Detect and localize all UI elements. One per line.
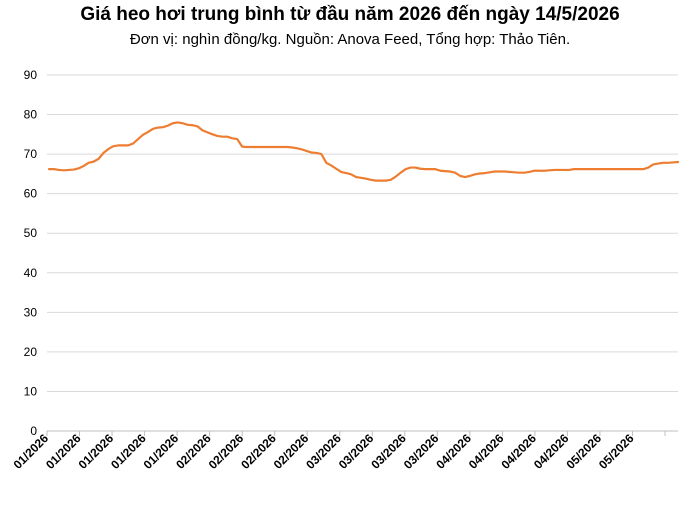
x-tick-label: 02/2026 [238, 431, 279, 472]
x-tick-label: 03/2026 [368, 431, 409, 472]
x-tick-label: 01/2026 [141, 431, 182, 472]
x-tick-label: 04/2026 [466, 431, 507, 472]
y-tick-label: 0 [30, 424, 37, 438]
x-tick-label: 02/2026 [173, 431, 214, 472]
x-tick-label: 03/2026 [303, 431, 344, 472]
y-axis-labels: 0 10 20 30 40 50 60 70 80 90 [24, 68, 38, 438]
x-tick-label: 02/2026 [271, 431, 312, 472]
x-axis-ticks [46, 431, 666, 436]
y-tick-label: 40 [24, 266, 38, 280]
x-tick-label: 03/2026 [401, 431, 442, 472]
x-axis-labels: 01/202601/202601/202601/202601/202602/20… [11, 431, 637, 472]
chart-title: Giá heo hơi trung bình từ đầu năm 2026 đ… [80, 4, 620, 25]
series-lines [47, 121, 680, 182]
y-tick-label: 90 [24, 68, 38, 82]
y-tick-label: 80 [24, 108, 38, 122]
x-tick-label: 04/2026 [498, 431, 539, 472]
x-tick-label: 01/2026 [76, 431, 117, 472]
x-tick-label: 03/2026 [336, 431, 377, 472]
x-tick-label: 01/2026 [43, 431, 84, 472]
y-tick-label: 50 [24, 226, 38, 240]
y-tick-label: 30 [24, 305, 38, 319]
x-tick-label: 04/2026 [433, 431, 474, 472]
y-tick-label: 20 [24, 345, 38, 359]
y-tick-label: 10 [24, 384, 38, 398]
x-tick-label: 05/2026 [563, 431, 604, 472]
chart-subtitle: Đơn vị: nghìn đồng/kg. Nguồn: Anova Feed… [129, 31, 571, 48]
y-tick-label: 60 [24, 187, 38, 201]
y-tick-label: 70 [24, 147, 38, 161]
series-line [47, 121, 680, 182]
x-tick-label: 01/2026 [108, 431, 149, 472]
x-tick-label: 05/2026 [596, 431, 637, 472]
x-tick-label: 02/2026 [206, 431, 247, 472]
gridlines [47, 74, 678, 392]
x-tick-label: 04/2026 [531, 431, 572, 472]
